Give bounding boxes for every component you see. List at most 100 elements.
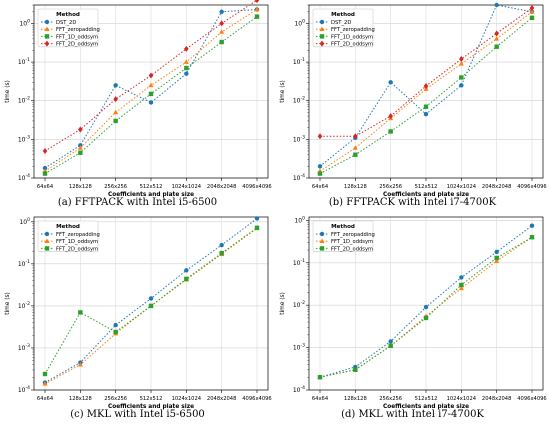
x-tick-label: 128x128 bbox=[344, 396, 367, 402]
data-point bbox=[458, 285, 464, 291]
data-point bbox=[148, 72, 154, 79]
x-tick-label: 128x128 bbox=[344, 184, 367, 190]
legend-marker bbox=[319, 238, 325, 243]
x-tick-label: 4096x4096 bbox=[517, 396, 546, 402]
data-point bbox=[42, 381, 48, 386]
x-tick-label: 64x64 bbox=[37, 184, 54, 190]
data-point bbox=[113, 96, 118, 103]
legend-label: FFT_zeropadding bbox=[331, 27, 375, 33]
y-axis-label: time (s) bbox=[5, 80, 11, 102]
data-point bbox=[42, 165, 48, 171]
series-FFT_2D_oddsym bbox=[317, 235, 535, 380]
data-point bbox=[353, 152, 358, 157]
chart-panel-c: 10-4 10-3 10-2 10-1 100 64x64 128x128 256x256 51… bbox=[0, 212, 275, 424]
series-FFT_2D_oddsym bbox=[42, 225, 260, 377]
x-tick-label: 256x256 bbox=[104, 184, 127, 190]
chart-a-caption: (a) FFTPACK with Intel i5-6500 bbox=[57, 197, 218, 208]
y-tick-label: 10-3 bbox=[293, 134, 305, 143]
data-point bbox=[78, 150, 83, 155]
data-point bbox=[458, 61, 464, 66]
x-tick-label: 4096x4096 bbox=[242, 396, 271, 402]
legend-marker bbox=[319, 19, 325, 25]
y-tick-label: 10-3 bbox=[18, 134, 30, 143]
data-point bbox=[148, 82, 154, 88]
y-tick-label: 10-1 bbox=[293, 258, 305, 267]
y-tick-label: 10-2 bbox=[293, 300, 305, 309]
x-tick-label: 1024x1024 bbox=[447, 396, 477, 402]
data-point bbox=[494, 44, 499, 49]
data-point bbox=[42, 147, 48, 154]
data-point bbox=[459, 56, 464, 63]
legend-marker bbox=[44, 231, 50, 237]
data-point bbox=[353, 367, 358, 372]
legend-marker bbox=[319, 246, 325, 251]
legend-label: DST_2D bbox=[56, 20, 76, 26]
data-point bbox=[219, 39, 224, 45]
y-axis-label: time (s) bbox=[5, 292, 11, 314]
y-tick-label: 100 bbox=[19, 217, 30, 226]
data-point bbox=[494, 2, 499, 8]
series-FFT_1D_oddsym bbox=[42, 14, 260, 176]
chart-panel-d: 10-4 10-3 10-2 10-1 100 64x64 128x128 256x256 51… bbox=[275, 212, 550, 424]
y-tick-label: 10-3 bbox=[293, 343, 305, 352]
data-point bbox=[254, 6, 260, 12]
x-tick-label: 512x512 bbox=[415, 396, 438, 402]
legend-marker bbox=[44, 26, 50, 31]
y-tick-label: 100 bbox=[294, 215, 305, 224]
legend-title: Method bbox=[331, 12, 355, 18]
chart-b-caption: (b) FFTPACK with Intel i7-4700K bbox=[328, 197, 497, 208]
legend-title: Method bbox=[56, 224, 80, 230]
data-point bbox=[184, 71, 189, 76]
legend-label: FFT_2D_oddsym bbox=[331, 246, 373, 252]
data-point bbox=[219, 29, 225, 34]
x-tick-label: 128x128 bbox=[69, 184, 92, 190]
legend-label: FFT_1D_oddsym bbox=[56, 34, 98, 40]
legend-label: FFT_zeropadding bbox=[56, 27, 100, 33]
grid bbox=[309, 217, 543, 391]
x-axis-label: Coefficients and plate size bbox=[383, 404, 469, 410]
data-point bbox=[317, 375, 323, 380]
data-point bbox=[317, 171, 323, 176]
data-point bbox=[254, 14, 260, 19]
data-point bbox=[184, 268, 189, 273]
chart-panel-b: 10-4 10-3 10-2 10-1 100 64x64 128x128 256x256 51… bbox=[275, 0, 550, 212]
data-point bbox=[254, 225, 260, 230]
data-point bbox=[529, 5, 535, 12]
data-point bbox=[254, 0, 260, 4]
y-tick-label: 10-2 bbox=[18, 301, 30, 310]
data-point bbox=[113, 109, 119, 115]
x-tick-label: 256x256 bbox=[379, 396, 402, 402]
chart-d-plot: 10-4 10-3 10-2 10-1 100 64x64 128x128 256x256 51… bbox=[280, 215, 547, 410]
x-tick-label: 2048x2048 bbox=[207, 396, 236, 402]
data-point bbox=[529, 223, 535, 228]
legend-marker bbox=[44, 246, 50, 251]
data-point bbox=[78, 310, 83, 315]
data-point bbox=[148, 296, 154, 301]
legend-label: FFT_2D_oddsym bbox=[331, 42, 373, 48]
x-tick-label: 2048x2048 bbox=[482, 396, 511, 402]
y-tick-label: 10-3 bbox=[18, 343, 30, 352]
data-point bbox=[113, 83, 118, 88]
y-tick-label: 10-1 bbox=[18, 259, 30, 268]
y-tick-label: 10-2 bbox=[18, 96, 30, 105]
x-axis-label: Coefficients and plate size bbox=[383, 192, 469, 198]
data-point bbox=[423, 315, 429, 321]
y-tick-label: 10-1 bbox=[18, 57, 30, 66]
legend-label: FFT_1D_oddsym bbox=[331, 34, 373, 40]
data-point bbox=[184, 65, 189, 71]
y-tick-label: 10-4 bbox=[293, 385, 305, 394]
data-point bbox=[352, 145, 358, 150]
data-point bbox=[388, 339, 393, 344]
x-axis-label: Coefficients and plate size bbox=[108, 192, 194, 198]
legend-label: DST_2D bbox=[331, 20, 351, 26]
legend-box bbox=[37, 220, 99, 252]
data-point bbox=[219, 242, 224, 248]
data-point bbox=[388, 343, 393, 349]
x-tick-label: 4096x4096 bbox=[517, 184, 546, 190]
x-tick-label: 1024x1024 bbox=[447, 184, 477, 190]
legend-marker bbox=[319, 26, 325, 31]
x-tick-label: 256x256 bbox=[104, 396, 127, 402]
y-tick-label: 10-2 bbox=[293, 96, 305, 105]
data-point bbox=[42, 371, 48, 377]
data-point bbox=[388, 129, 393, 134]
